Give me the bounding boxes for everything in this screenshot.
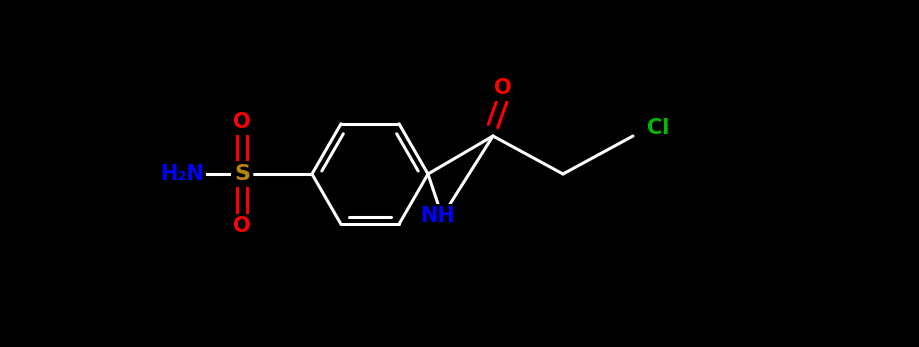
Text: NH: NH [420,206,455,226]
Text: H₂N: H₂N [160,164,204,184]
Text: Cl: Cl [646,118,668,138]
Text: O: O [233,216,251,236]
Text: O: O [494,78,511,98]
Text: S: S [233,164,250,184]
Text: O: O [233,112,251,132]
